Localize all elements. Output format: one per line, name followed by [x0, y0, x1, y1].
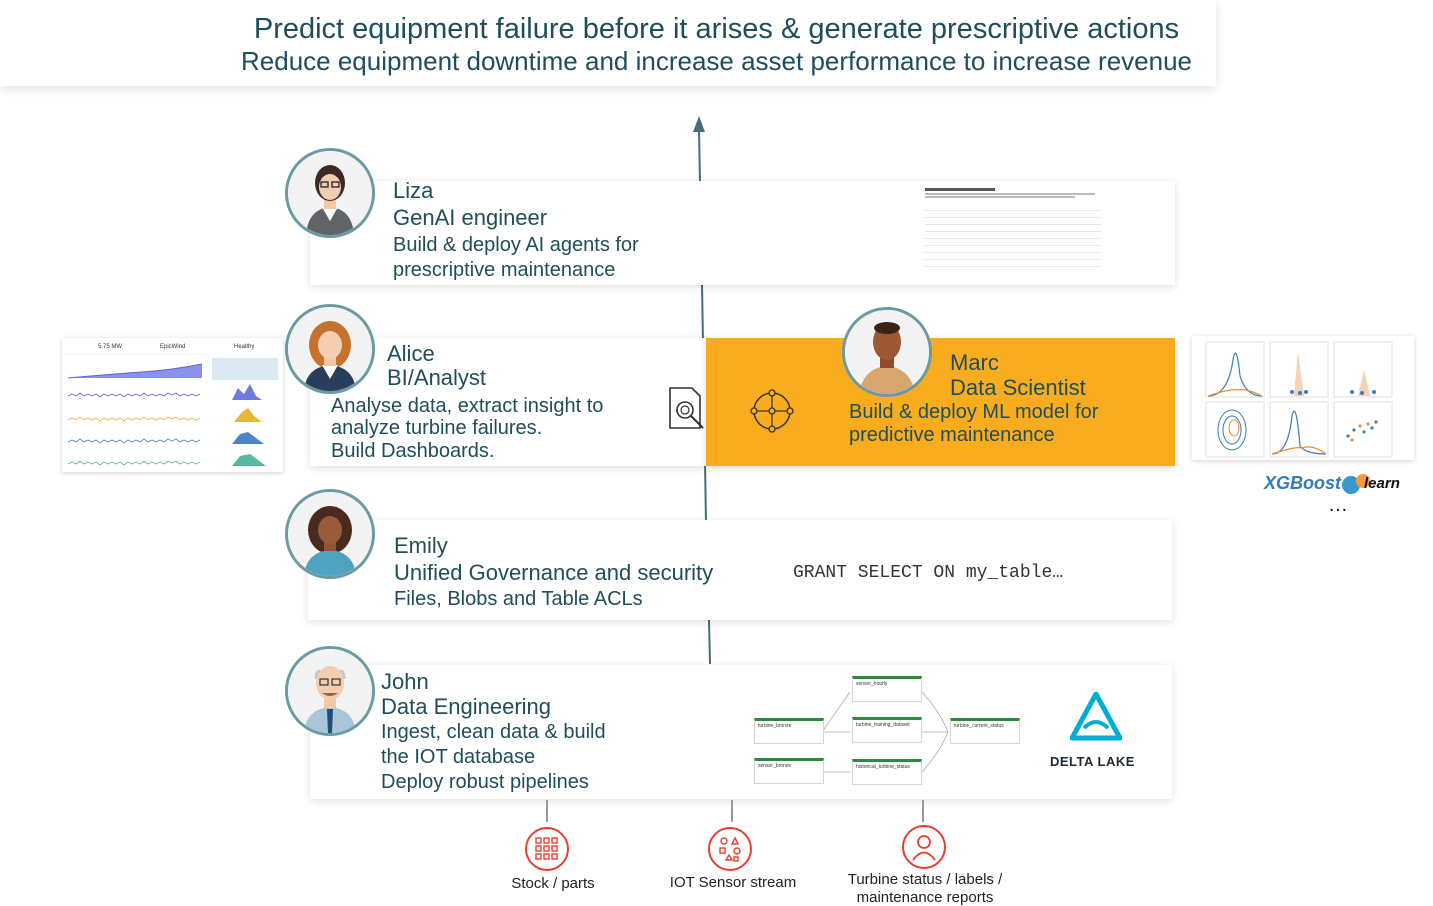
source-label-iot: IOT Sensor stream — [669, 874, 797, 891]
agent-output-table — [925, 188, 1101, 280]
alice-desc-1: Analyse data, extract insight to — [331, 395, 604, 417]
source-label-status-1: Turbine status / labels / — [847, 871, 1003, 888]
alice-avatar — [285, 304, 375, 394]
sensor-icon — [708, 827, 752, 871]
liza-card — [310, 181, 1175, 285]
john-role: Data Engineering — [381, 694, 552, 719]
pipeline-node[interactable]: historical_turbine_status — [852, 759, 922, 785]
liza-avatar — [285, 148, 375, 238]
pipeline-node[interactable]: turbine_current_status — [950, 718, 1020, 744]
delta-lake-label: DELTA LAKE — [1050, 754, 1135, 769]
emily-role: Unified Governance and security — [394, 560, 714, 585]
dashboard-thumbnail: 5.75 MW EpicWind Healthy — [62, 338, 283, 472]
pipeline-node[interactable]: sensor_bronze — [754, 758, 824, 784]
grant-sql-snippet: GRANT SELECT ON my_table… — [793, 563, 1064, 583]
john-name: John — [381, 669, 429, 694]
header-title: Predict equipment failure before it aris… — [253, 13, 1180, 45]
ml-pairplot-thumbnail — [1192, 336, 1414, 460]
marc-desc-2: predictive maintenance — [849, 424, 1055, 446]
header-subtitle: Reduce equipment downtime and increase a… — [241, 46, 1192, 76]
emily-avatar — [285, 489, 375, 579]
marc-desc-1: Build & deploy ML model for — [849, 401, 1099, 423]
pipeline-node[interactable]: turbine_training_dataset — [852, 717, 922, 743]
pipeline-node[interactable]: turbine_bronze — [754, 718, 824, 744]
delta-lake-icon — [1070, 692, 1122, 741]
emily-name: Emily — [394, 533, 448, 558]
xgboost-logo: XGBoost — [1264, 473, 1342, 493]
header-card: Predict equipment failure before it aris… — [0, 0, 1216, 86]
marc-name: Marc — [950, 350, 999, 375]
pipeline-node[interactable]: sensor_hourly — [852, 676, 922, 702]
pipeline-edges — [821, 691, 949, 773]
source-label-stock: Stock / parts — [511, 875, 595, 892]
source-label-status-2: maintenance reports — [856, 889, 994, 906]
marc-avatar — [842, 307, 932, 397]
emily-desc: Files, Blobs and Table ACLs — [394, 588, 643, 610]
grid-icon — [525, 827, 569, 871]
user-icon — [902, 825, 946, 869]
liza-desc-2: prescriptive maintenance — [393, 259, 616, 281]
sklearn-label: learn — [1364, 475, 1400, 492]
dashboard-kpi-3: Healthy — [234, 344, 254, 350]
marc-role: Data Scientist — [950, 375, 1086, 400]
john-desc-2: the IOT database — [381, 746, 536, 768]
source-connectors — [546, 800, 924, 822]
alice-role: BI/Analyst — [387, 365, 487, 390]
liza-desc-1: Build & deploy AI agents for — [393, 234, 639, 256]
ml-network-icon — [750, 389, 794, 433]
emily-card — [308, 520, 1172, 620]
john-desc-1: Ingest, clean data & build — [381, 721, 606, 743]
dashboard-kpi-1: 5.75 MW — [98, 344, 122, 350]
analysis-search-icon — [669, 387, 704, 429]
john-card — [310, 665, 1172, 799]
alice-desc-3: Build Dashboards. — [331, 440, 495, 462]
liza-name: Liza — [393, 178, 434, 203]
alice-desc-2: analyze turbine failures. — [331, 417, 543, 439]
liza-role: GenAI engineer — [393, 205, 548, 230]
more-frameworks-ellipsis: … — [1328, 494, 1348, 516]
john-avatar — [285, 646, 375, 736]
alice-name: Alice — [387, 341, 435, 366]
sklearn-logo: learn — [1340, 470, 1400, 496]
alice-card — [310, 338, 706, 466]
dashboard-kpi-2: EpicWind — [160, 344, 185, 350]
marc-card — [706, 338, 1175, 466]
john-desc-3: Deploy robust pipelines — [381, 771, 589, 793]
